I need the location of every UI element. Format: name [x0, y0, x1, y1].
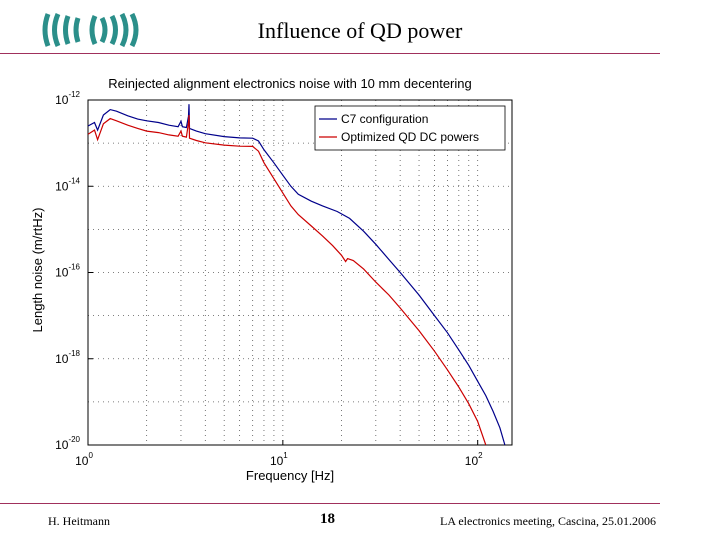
- y-tick-label: 10-16: [55, 263, 80, 280]
- chart-title: Reinjected alignment electronics noise w…: [108, 76, 471, 91]
- legend-label: C7 configuration: [341, 112, 428, 126]
- logo-arc: [52, 12, 61, 48]
- grid: [88, 100, 512, 445]
- logo-arc: [129, 12, 139, 48]
- logo-arc: [119, 12, 129, 48]
- noise-chart: Reinjected alignment electronics noise w…: [30, 76, 513, 483]
- y-tick-label: 10-20: [55, 435, 80, 452]
- logo-arc: [109, 14, 118, 46]
- logo-arc: [73, 17, 81, 43]
- series-line-c7: [88, 104, 506, 445]
- slide-title: Influence of QD power: [257, 18, 463, 43]
- x-tick-label: 102: [465, 451, 483, 468]
- y-tick-label: 10-14: [55, 176, 80, 193]
- series-line-optimized: [88, 114, 487, 445]
- logo-arc: [42, 13, 51, 47]
- y-tick-label: 10-12: [55, 90, 80, 107]
- legend-box: [314, 105, 506, 151]
- ego-virgo-logo-icon: [42, 12, 139, 48]
- legend-label: Optimized QD DC powers: [341, 130, 479, 144]
- y-tick-label: 10-18: [55, 349, 80, 366]
- legend: C7 configuration Optimized QD DC powers: [314, 105, 506, 151]
- x-axis-label: Frequency [Hz]: [246, 468, 334, 483]
- logo-arc: [89, 15, 98, 45]
- logo-arc: [63, 15, 71, 45]
- footer-author: H. Heitmann: [48, 514, 110, 528]
- title-divider: [0, 53, 660, 54]
- page-number: 18: [320, 511, 335, 527]
- footer-divider: [0, 503, 660, 504]
- x-tick-label: 100: [75, 451, 93, 468]
- logo-arc: [99, 16, 108, 44]
- footer-meeting: LA electronics meeting, Cascina, 25.01.2…: [440, 514, 656, 528]
- x-tick-label: 101: [270, 451, 288, 468]
- y-axis-label: Length noise (m/rtHz): [30, 208, 45, 333]
